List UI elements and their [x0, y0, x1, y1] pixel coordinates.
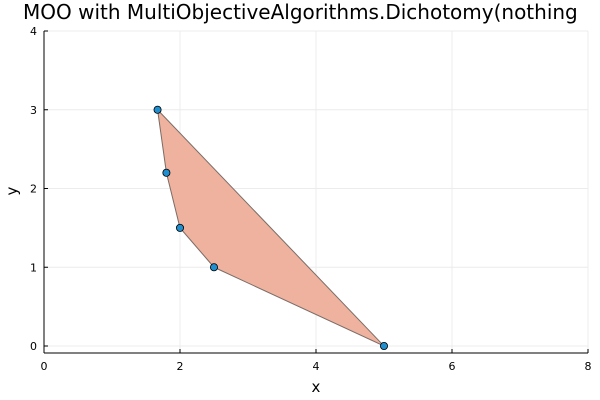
- y-axis-label: y: [3, 186, 21, 195]
- data-point: [153, 105, 162, 114]
- y-tick-label: 2: [30, 183, 37, 196]
- data-point: [175, 223, 184, 232]
- data-point: [379, 341, 388, 350]
- y-tick-label: 1: [30, 261, 37, 274]
- grid: [43, 30, 589, 353]
- x-tick-labels: 0 2 4 6 8: [41, 360, 592, 373]
- x-tick-label: 2: [177, 360, 184, 373]
- axes: [43, 30, 589, 354]
- data-point: [162, 168, 171, 177]
- data-points: [153, 105, 388, 350]
- chart-title: MOO with MultiObjectiveAlgorithms.Dichot…: [23, 0, 578, 24]
- x-tick-label: 0: [41, 360, 48, 373]
- y-tick-label: 4: [30, 25, 37, 38]
- y-tick-label: 0: [30, 340, 37, 353]
- x-axis-label: x: [312, 378, 321, 396]
- y-tick-labels: 0 1 2 3 4: [30, 25, 37, 353]
- hull-area: [157, 109, 385, 347]
- x-tick-label: 4: [313, 360, 320, 373]
- hull-polygon: [157, 109, 385, 347]
- data-point: [209, 263, 218, 272]
- x-tick-label: 6: [449, 360, 456, 373]
- x-tick-label: 8: [585, 360, 592, 373]
- y-tick-label: 3: [30, 104, 37, 117]
